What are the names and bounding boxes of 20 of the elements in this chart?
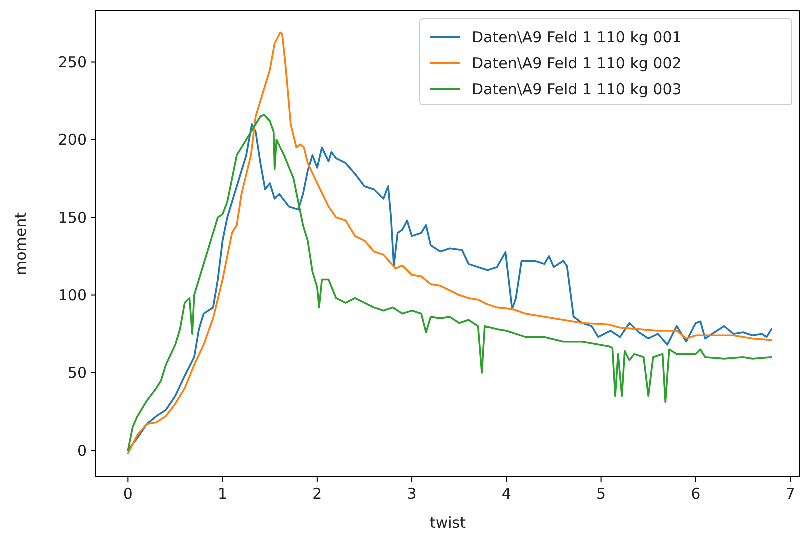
x-axis-title: twist [430,514,466,532]
y-tick-label: 100 [58,286,87,305]
x-tick-label: 3 [407,485,417,503]
x-tick-label: 7 [786,485,796,503]
x-tick-label: 5 [596,485,606,503]
x-tick-label: 6 [691,485,701,503]
x-tick-label: 1 [218,485,228,503]
legend-label: Daten\A9 Feld 1 110 kg 003 [472,80,682,98]
legend-label: Daten\A9 Feld 1 110 kg 002 [472,54,682,72]
y-tick-label: 150 [58,208,87,227]
legend-label: Daten\A9 Feld 1 110 kg 001 [472,28,682,46]
y-tick-label: 0 [77,442,87,460]
x-tick-label: 4 [502,485,512,503]
x-tick-label: 0 [123,485,133,503]
y-tick-label: 50 [68,364,87,382]
y-tick-label: 250 [58,54,87,72]
y-tick-label: 200 [58,131,87,150]
x-tick-label: 2 [312,485,322,503]
line-series [127,32,773,455]
y-axis-title: moment [12,212,30,276]
